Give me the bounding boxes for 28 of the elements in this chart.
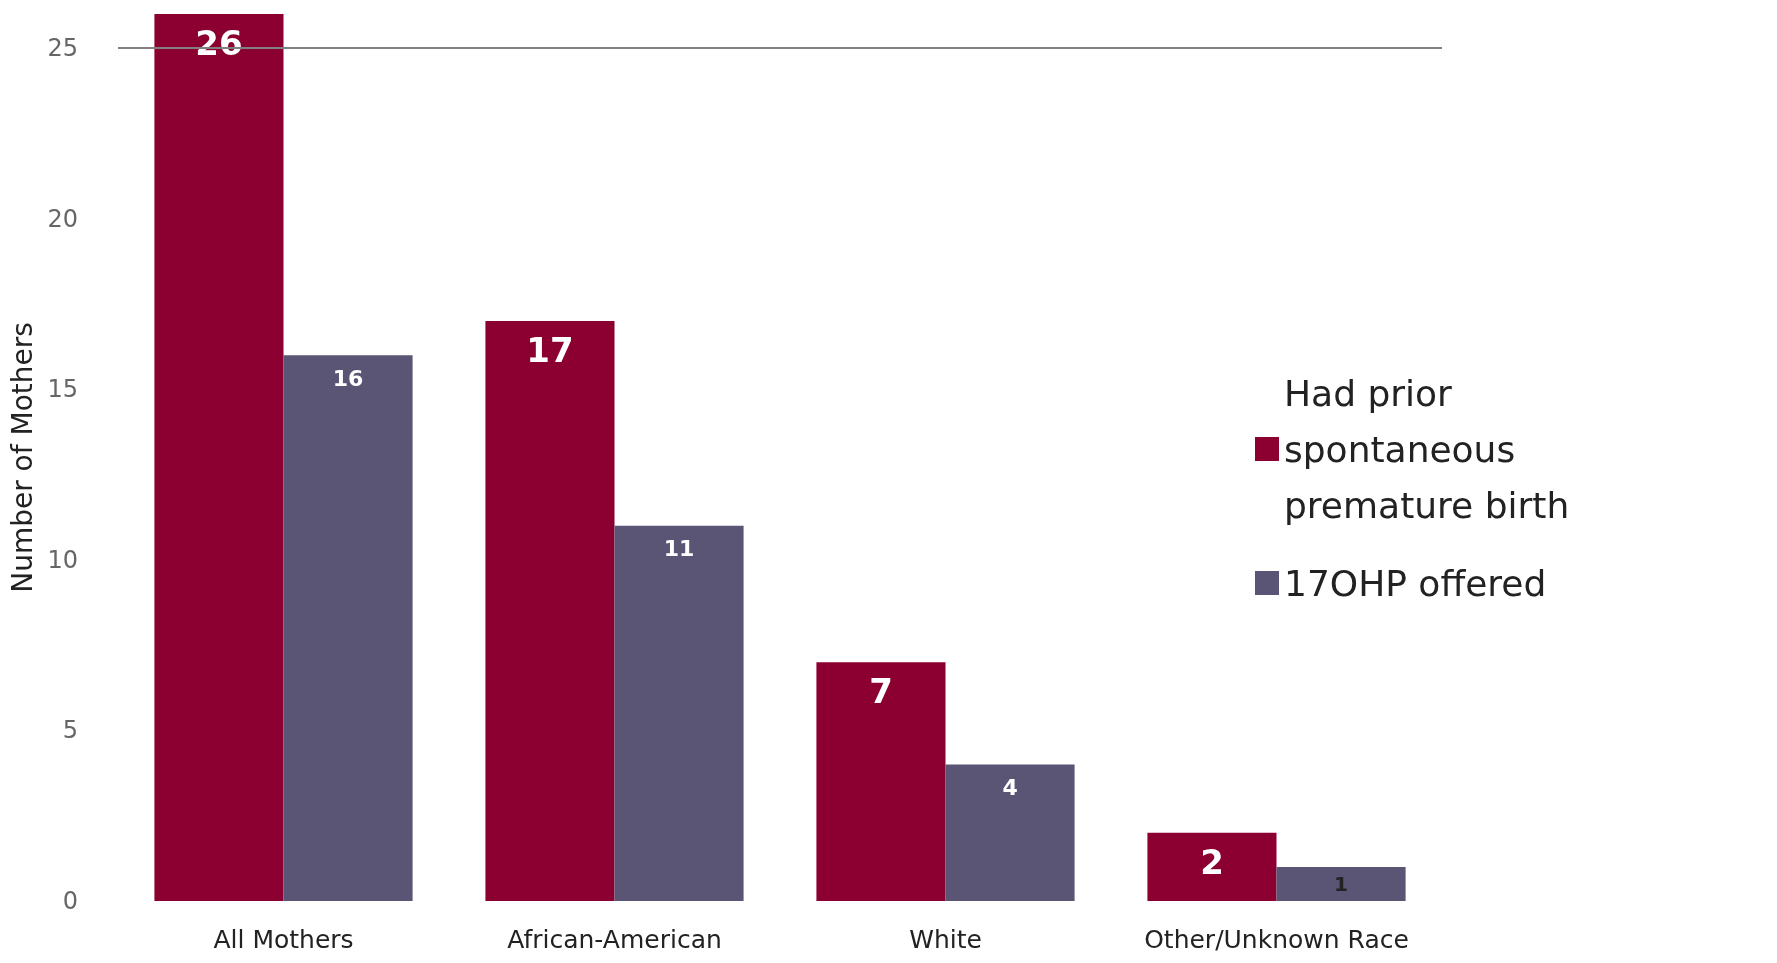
- data-label: 4: [1002, 775, 1018, 801]
- y-tick-label: 10: [47, 545, 78, 574]
- bar: [816, 662, 946, 901]
- data-label: 1: [1334, 871, 1349, 896]
- data-label: 7: [869, 671, 893, 712]
- bar: [945, 764, 1075, 901]
- bar: [1276, 866, 1406, 901]
- data-label: 11: [663, 536, 695, 562]
- x-tick-label: White: [909, 925, 982, 954]
- data-label: 2: [1200, 841, 1224, 882]
- y-tick-label: 15: [47, 375, 78, 404]
- y-tick-label: 20: [47, 204, 78, 233]
- data-label: 16: [332, 365, 364, 391]
- bar: [614, 525, 744, 901]
- legend-label: Had prior spontaneous premature birth: [1284, 372, 1570, 526]
- data-label: 17: [526, 330, 574, 371]
- bar: [1147, 832, 1277, 901]
- y-tick-label: 5: [62, 716, 78, 745]
- bar: [283, 355, 413, 901]
- x-tick-label: All Mothers: [213, 925, 354, 954]
- bar: [485, 321, 615, 901]
- x-tick-label: African-American: [507, 925, 722, 954]
- x-tick-label: Other/Unknown Race: [1144, 925, 1409, 954]
- bar: [154, 14, 284, 901]
- legend-label: 17OHP offered: [1284, 562, 1547, 604]
- y-tick-label: 25: [47, 34, 78, 63]
- y-tick-label: 0: [62, 887, 78, 915]
- y-axis-title: Number of Mothers: [6, 322, 40, 593]
